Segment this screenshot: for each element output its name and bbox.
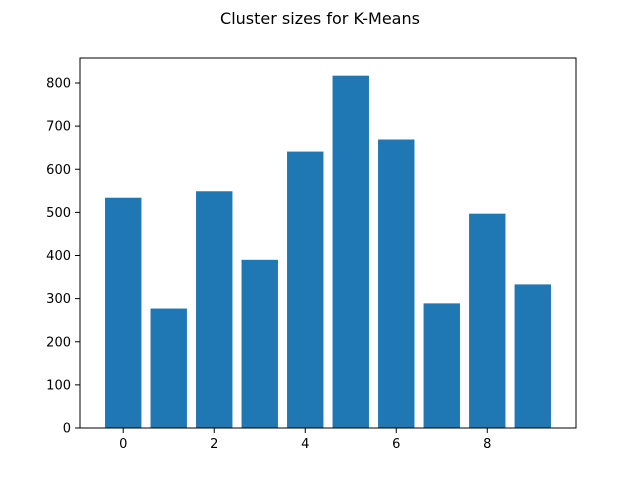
- x-tick-label: 8: [483, 437, 491, 452]
- y-tick-label: 700: [46, 120, 71, 135]
- bar-cluster-1: [150, 308, 187, 428]
- y-tick-label: 0: [63, 422, 71, 437]
- y-tick-label: 200: [46, 335, 71, 350]
- y-tick-label: 500: [46, 206, 71, 221]
- y-tick-label: 400: [46, 249, 71, 264]
- x-axis: 0 2 4 6 8: [119, 428, 491, 452]
- y-axis: 0 100 200 300 400 500 600 700 800: [46, 77, 80, 437]
- bar-cluster-9: [514, 284, 551, 428]
- bar-cluster-7: [423, 303, 460, 428]
- bar-cluster-5: [332, 75, 369, 428]
- chart-title: Cluster sizes for K-Means: [220, 9, 420, 28]
- x-tick-label: 6: [392, 437, 400, 452]
- bars-group: [105, 75, 551, 429]
- y-tick-label: 100: [46, 378, 71, 393]
- x-tick-label: 2: [210, 437, 218, 452]
- y-tick-label: 600: [46, 163, 71, 178]
- x-tick-label: 0: [119, 437, 127, 452]
- y-tick-label: 300: [46, 292, 71, 307]
- bar-cluster-0: [105, 197, 142, 428]
- bar-cluster-6: [378, 139, 415, 429]
- bar-cluster-2: [196, 191, 233, 428]
- x-tick-label: 4: [301, 437, 309, 452]
- bar-cluster-3: [241, 259, 278, 428]
- bar-cluster-8: [469, 213, 506, 428]
- plot-frame: [79, 57, 577, 429]
- bar-cluster-4: [287, 151, 324, 428]
- y-tick-label: 800: [46, 77, 71, 92]
